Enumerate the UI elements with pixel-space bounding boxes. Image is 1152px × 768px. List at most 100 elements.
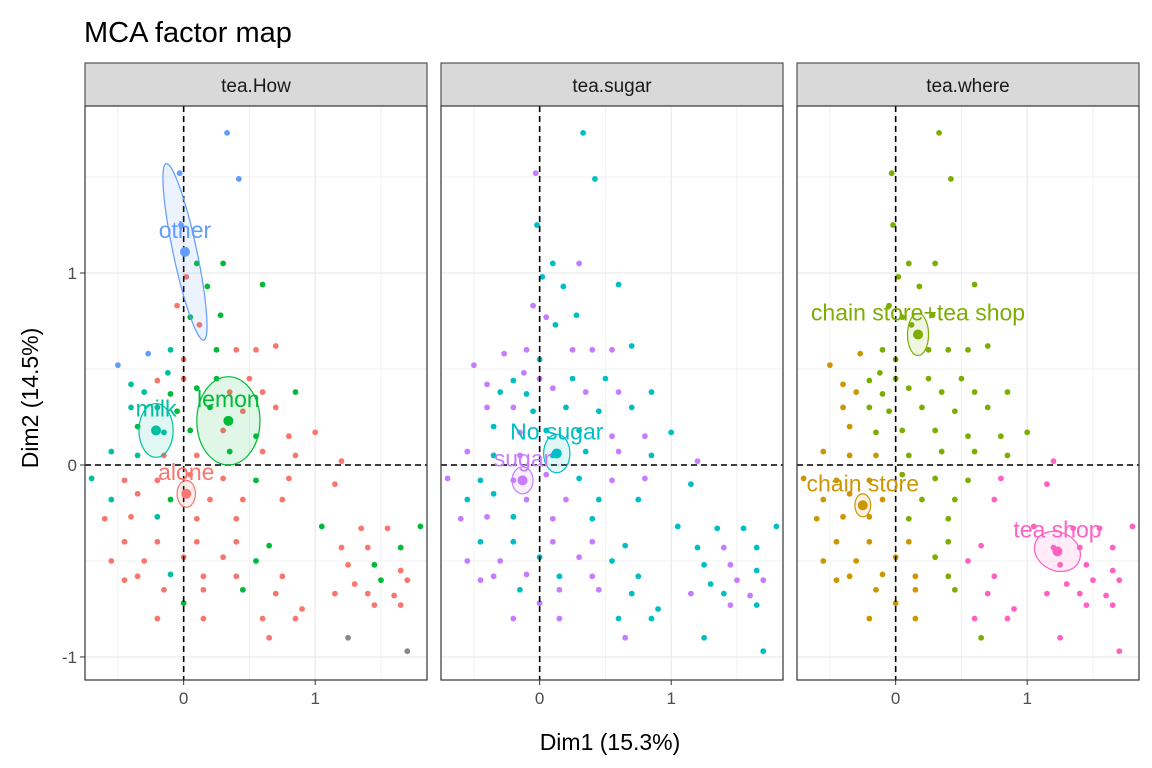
panel-border bbox=[440, 105, 784, 681]
individual-point bbox=[154, 513, 161, 520]
individual-point bbox=[167, 496, 174, 503]
individual-point bbox=[965, 346, 971, 353]
individual-point bbox=[397, 544, 404, 551]
individual-point bbox=[1096, 525, 1103, 532]
individual-point bbox=[734, 577, 740, 584]
individual-point bbox=[905, 515, 912, 522]
individual-point bbox=[609, 346, 615, 353]
individual-point bbox=[576, 475, 583, 482]
individual-point bbox=[549, 260, 556, 267]
individual-point bbox=[239, 408, 246, 415]
individual-point bbox=[187, 471, 194, 478]
individual-point bbox=[840, 381, 846, 388]
individual-point bbox=[490, 423, 497, 430]
individual-point bbox=[826, 362, 833, 369]
individual-point bbox=[1116, 577, 1123, 584]
individual-point bbox=[576, 260, 583, 267]
individual-point bbox=[1004, 615, 1011, 622]
y-tick-label: 1 bbox=[68, 264, 77, 283]
individual-point bbox=[549, 538, 556, 545]
x-tick-label: 1 bbox=[1022, 689, 1031, 708]
individual-point bbox=[753, 544, 760, 551]
individual-point bbox=[457, 515, 464, 522]
individual-point bbox=[176, 170, 183, 177]
individual-point bbox=[207, 404, 213, 411]
individual-point bbox=[965, 558, 971, 564]
individual-point bbox=[371, 561, 378, 568]
individual-point bbox=[628, 590, 635, 597]
category-label: tea shop bbox=[1013, 516, 1101, 542]
individual-point bbox=[978, 634, 985, 641]
individual-point bbox=[908, 321, 915, 328]
individual-point bbox=[397, 567, 404, 574]
individual-point bbox=[193, 260, 200, 267]
individual-point bbox=[846, 573, 853, 580]
individual-point bbox=[929, 312, 936, 319]
individual-point bbox=[1024, 429, 1031, 436]
individual-point bbox=[615, 448, 622, 455]
individual-point bbox=[464, 448, 471, 455]
individual-point bbox=[1030, 523, 1037, 530]
individual-point bbox=[912, 586, 919, 593]
individual-point bbox=[523, 391, 530, 397]
individual-point bbox=[569, 346, 576, 353]
individual-point bbox=[873, 586, 879, 593]
individual-point bbox=[174, 302, 180, 309]
individual-point bbox=[866, 404, 873, 411]
individual-point bbox=[905, 260, 912, 267]
individual-point bbox=[484, 513, 490, 520]
panel-border bbox=[84, 105, 428, 681]
individual-point bbox=[948, 176, 954, 182]
individual-point bbox=[720, 590, 727, 597]
individual-point bbox=[397, 602, 404, 609]
individual-point bbox=[154, 615, 161, 622]
individual-point bbox=[846, 452, 853, 459]
individual-point bbox=[464, 558, 471, 564]
individual-point bbox=[932, 427, 939, 434]
individual-point bbox=[938, 448, 945, 455]
individual-point bbox=[556, 615, 563, 622]
panel-background bbox=[441, 106, 783, 680]
individual-point bbox=[971, 389, 978, 395]
individual-point bbox=[477, 538, 484, 545]
individual-point bbox=[285, 475, 292, 482]
individual-point bbox=[576, 554, 583, 561]
individual-point bbox=[615, 615, 622, 622]
individual-point bbox=[204, 283, 211, 290]
individual-point bbox=[497, 558, 504, 564]
individual-point bbox=[556, 573, 563, 580]
individual-point bbox=[108, 496, 115, 503]
individual-point bbox=[648, 615, 655, 622]
category-label: lemon bbox=[197, 386, 260, 412]
individual-point bbox=[655, 606, 661, 612]
individual-point bbox=[200, 615, 207, 622]
individual-point bbox=[1063, 581, 1070, 587]
x-tick-label: 1 bbox=[310, 689, 319, 708]
individual-point bbox=[984, 343, 991, 349]
individual-point bbox=[128, 404, 134, 411]
individual-point bbox=[128, 381, 134, 388]
individual-point bbox=[971, 615, 978, 622]
individual-point bbox=[668, 429, 675, 436]
individual-point bbox=[217, 312, 224, 319]
individual-point bbox=[1103, 592, 1110, 599]
individual-point bbox=[510, 615, 517, 622]
individual-point bbox=[635, 573, 642, 580]
individual-point bbox=[233, 346, 240, 353]
individual-point bbox=[694, 458, 701, 465]
individual-point bbox=[161, 452, 167, 459]
individual-point bbox=[895, 273, 902, 280]
individual-point bbox=[1083, 602, 1090, 609]
individual-point bbox=[1109, 567, 1116, 574]
individual-point bbox=[510, 377, 517, 384]
individual-point bbox=[899, 471, 906, 478]
individual-point bbox=[879, 391, 886, 397]
individual-point bbox=[246, 375, 253, 382]
individual-point bbox=[108, 448, 115, 455]
individual-point bbox=[318, 523, 325, 530]
individual-point bbox=[991, 496, 998, 503]
individual-point bbox=[279, 573, 286, 580]
individual-point bbox=[879, 496, 886, 503]
individual-point bbox=[266, 542, 273, 549]
